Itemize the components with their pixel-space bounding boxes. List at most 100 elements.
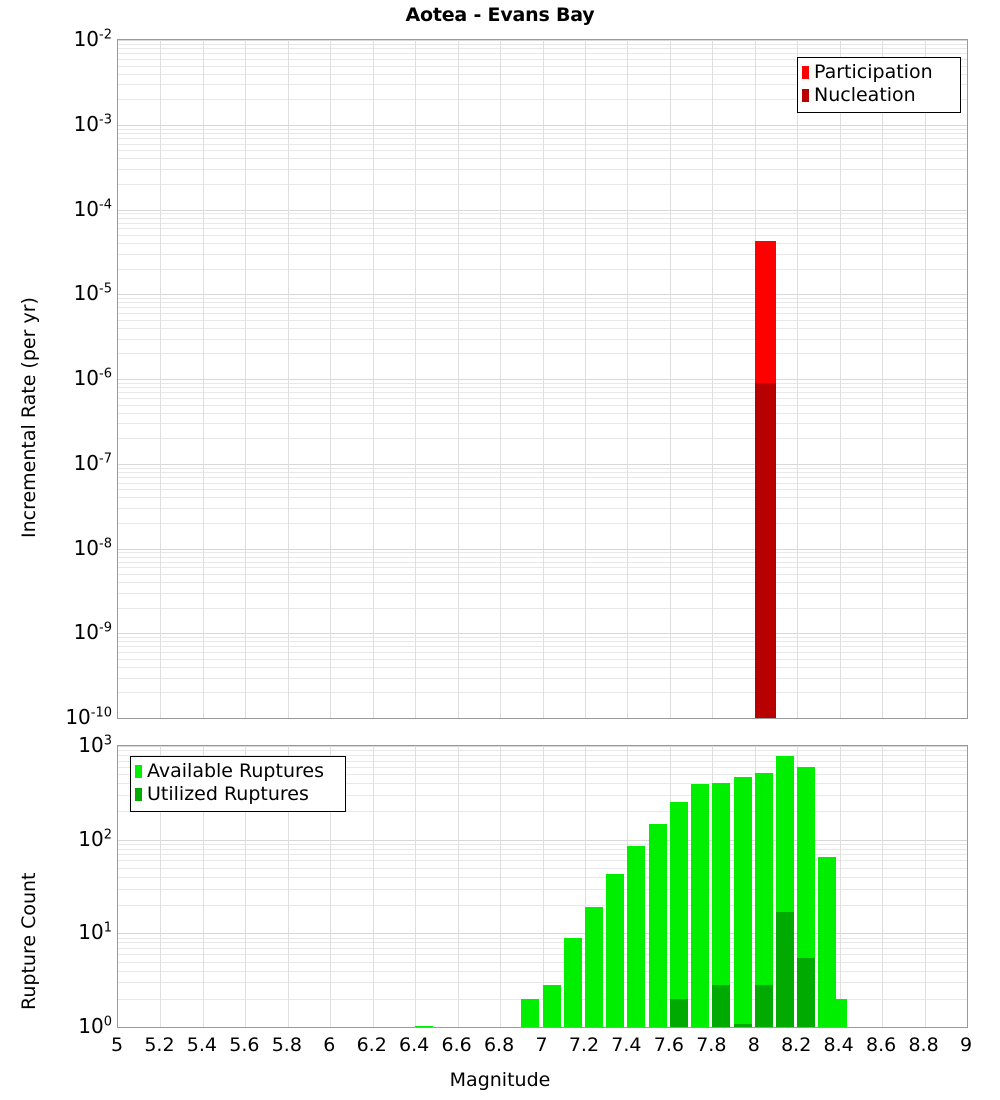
gridline-minor bbox=[118, 567, 967, 569]
gridline-major bbox=[118, 124, 967, 126]
gridline-minor bbox=[118, 298, 967, 300]
gridline-minor bbox=[118, 150, 967, 152]
gridline-minor bbox=[118, 942, 967, 944]
gridline-minor bbox=[118, 848, 967, 850]
gridline-vertical bbox=[924, 746, 926, 1027]
gridline-minor bbox=[118, 137, 967, 139]
y-tick-label: 10-10 bbox=[65, 705, 112, 729]
bar-utilized-ruptures bbox=[797, 957, 816, 1027]
incremental-rate-plot bbox=[117, 39, 968, 719]
gridline-vertical bbox=[330, 40, 332, 718]
gridline-vertical bbox=[924, 40, 926, 718]
y-tick-label: 10-2 bbox=[73, 27, 112, 51]
red-square-icon bbox=[802, 66, 809, 79]
top-y-tick-labels: 10-2 10-3 10-4 10-5 10-6 10-7 10-8 10-9 10-10 bbox=[0, 0, 112, 1100]
top-legend: Participation Nucleation bbox=[797, 57, 961, 113]
gridline-minor bbox=[118, 970, 967, 972]
gridline-minor bbox=[118, 471, 967, 473]
gridline-minor bbox=[118, 860, 967, 862]
legend-label: Utilized Ruptures bbox=[147, 783, 309, 805]
gridline-major bbox=[118, 839, 967, 841]
gridline-minor bbox=[118, 43, 967, 45]
x-tick-label: 8.6 bbox=[865, 1034, 897, 1056]
gridline-minor bbox=[118, 235, 967, 236]
gridline-vertical bbox=[839, 40, 841, 718]
x-tick-label: 7 bbox=[535, 1034, 548, 1056]
gridline-minor bbox=[118, 592, 967, 594]
y-tick-label: 10-5 bbox=[73, 281, 112, 306]
gridline-vertical bbox=[967, 40, 968, 718]
y-tick-label: 100 bbox=[78, 1014, 112, 1038]
legend-label: Available Ruptures bbox=[147, 760, 324, 782]
gridline-vertical bbox=[287, 40, 289, 718]
bar-available-ruptures bbox=[606, 874, 625, 1027]
legend-item: Utilized Ruptures bbox=[135, 783, 339, 806]
gridline-minor bbox=[118, 947, 967, 949]
bar-available-ruptures bbox=[733, 776, 752, 1027]
gridline-minor bbox=[118, 307, 967, 309]
bar-utilized-ruptures bbox=[712, 985, 731, 1027]
bar-available-ruptures bbox=[648, 823, 667, 1027]
gridline-minor bbox=[118, 574, 967, 575]
x-tick-label: 5 bbox=[110, 1034, 124, 1056]
gridline-minor bbox=[118, 582, 967, 584]
x-tick-label: 8 bbox=[747, 1034, 760, 1056]
gridline-minor bbox=[118, 423, 967, 425]
x-tick-label: 5.8 bbox=[271, 1034, 302, 1056]
y-tick-label: 10-6 bbox=[73, 366, 112, 390]
gridline-minor bbox=[118, 954, 967, 956]
gridline-minor bbox=[118, 489, 967, 491]
gridline-vertical bbox=[245, 40, 247, 718]
gridline-minor bbox=[118, 222, 967, 224]
bar-available-ruptures bbox=[563, 937, 582, 1027]
bottom-legend: Available Ruptures Utilized Ruptures bbox=[130, 756, 346, 812]
gridline-major bbox=[118, 548, 967, 550]
gridline-minor bbox=[118, 637, 967, 639]
gridline-minor bbox=[118, 522, 967, 524]
x-tick-label: 7.2 bbox=[568, 1034, 600, 1056]
gridline-vertical bbox=[415, 40, 417, 718]
x-tick-label: 6.6 bbox=[441, 1034, 472, 1056]
y-tick-label: 101 bbox=[78, 920, 112, 945]
gridline-minor bbox=[118, 750, 967, 752]
dark-red-square-icon bbox=[802, 89, 809, 102]
x-tick-label: 5.4 bbox=[186, 1034, 217, 1056]
gridline-minor bbox=[118, 476, 967, 478]
gridline-vertical bbox=[372, 40, 374, 718]
bottom-y-tick-labels: 103 102 101 100 bbox=[0, 0, 112, 1100]
bar-available-ruptures bbox=[818, 857, 837, 1027]
bar-utilized-ruptures bbox=[775, 911, 794, 1027]
bar-utilized-ruptures bbox=[669, 998, 688, 1027]
x-tick-label: 6 bbox=[323, 1034, 336, 1056]
gridline-vertical bbox=[967, 746, 968, 1027]
gridline-minor bbox=[118, 169, 967, 171]
gridline-minor bbox=[118, 467, 967, 469]
gridline-vertical bbox=[202, 40, 204, 718]
gridline-minor bbox=[118, 692, 967, 694]
gridline-minor bbox=[118, 132, 967, 134]
bar-available-ruptures bbox=[584, 907, 603, 1027]
gridline-minor bbox=[118, 338, 967, 340]
legend-item: Available Ruptures bbox=[135, 760, 339, 783]
x-tick-label: 8.8 bbox=[908, 1034, 939, 1056]
gridline-vertical bbox=[797, 40, 799, 718]
gridline-minor bbox=[118, 666, 967, 668]
gridline-minor bbox=[118, 556, 967, 558]
gridline-vertical bbox=[712, 40, 714, 718]
y-tick-label: 10-8 bbox=[73, 535, 112, 560]
gridline-vertical bbox=[500, 746, 502, 1027]
green-square-icon bbox=[135, 765, 142, 778]
gridline-minor bbox=[118, 497, 967, 499]
gridline-minor bbox=[118, 961, 967, 963]
gridline-vertical bbox=[372, 746, 374, 1027]
gridline-minor bbox=[118, 253, 967, 255]
x-tick-label: 9 bbox=[959, 1034, 973, 1056]
gridline-major bbox=[118, 633, 967, 635]
x-tick-labels: 5 5.2 5.4 5.6 5.8 6 6.2 6.4 6.6 6.8 7 7.2 7.4 7.6 7.8 8… bbox=[0, 1034, 1000, 1064]
gridline-minor bbox=[118, 876, 967, 878]
gridline-minor bbox=[118, 313, 967, 315]
x-tick-label: 7.8 bbox=[696, 1034, 727, 1056]
gridline-major bbox=[118, 294, 967, 296]
legend-label: Participation bbox=[814, 61, 933, 83]
gridline-minor bbox=[118, 48, 967, 50]
